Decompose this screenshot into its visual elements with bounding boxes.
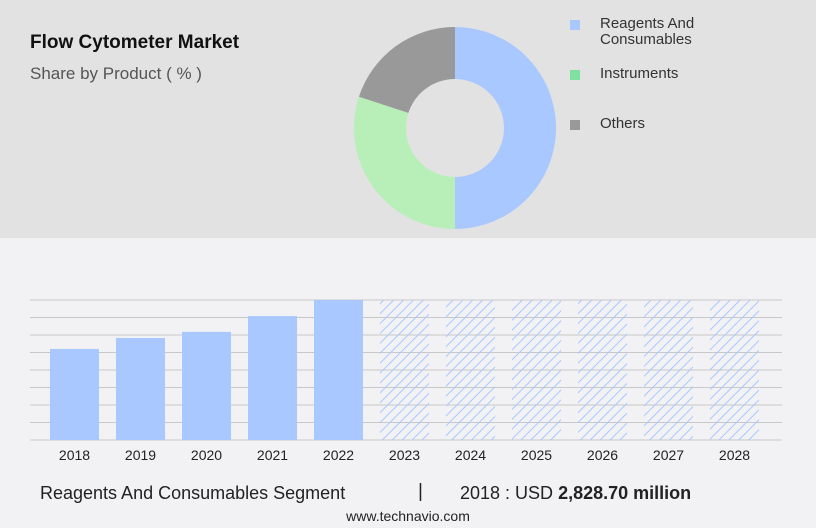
donut-slice-1 [353, 96, 455, 230]
bar-forecast-2027 [644, 300, 693, 440]
x-tick-label: 2019 [125, 447, 156, 463]
legend-label: Instruments [600, 65, 679, 82]
legend-label: Others [600, 115, 646, 132]
bar-2020 [182, 331, 231, 440]
bar-forecast-2025 [512, 300, 561, 440]
x-tick-label: 2028 [719, 447, 750, 463]
x-tick-label: 2025 [521, 447, 552, 463]
page-subtitle: Share by Product ( % ) [30, 64, 202, 83]
x-tick-label: 2018 [59, 447, 90, 463]
donut-slice-2 [358, 27, 455, 113]
x-tick-label: 2027 [653, 447, 684, 463]
bar-chart: 2018 2019 2020 2021 2022 2023 2024 2025 2026 2027… [30, 299, 782, 463]
bar-forecast-2023 [380, 300, 429, 440]
year-label: 2018 : USD [460, 483, 554, 503]
bar-forecast-2028 [710, 300, 759, 440]
donut-chart [353, 27, 556, 230]
legend: Reagents And Consumables Instruments Oth… [570, 16, 790, 146]
bar-forecast-2024 [446, 300, 495, 440]
x-tick-label: 2020 [191, 447, 222, 463]
bar-forecast-2026 [578, 300, 627, 440]
x-tick-label: 2021 [257, 447, 288, 463]
x-tick-label: 2023 [389, 447, 420, 463]
legend-item-others: Others [570, 116, 770, 150]
website-link[interactable]: www.technavio.com [346, 508, 470, 524]
x-tick-label: 2026 [587, 447, 618, 463]
legend-swatch [570, 70, 580, 80]
x-tick-label: 2022 [323, 447, 354, 463]
page-title: Flow Cytometer Market [30, 32, 240, 53]
legend-swatch [570, 20, 580, 30]
x-tick-label: 2024 [455, 447, 486, 463]
legend-item-instruments: Instruments [570, 66, 770, 100]
legend-swatch [570, 120, 580, 130]
bar-2019 [116, 337, 165, 440]
legend-item-reagents: Reagents And Consumables [570, 16, 770, 50]
segment-value: 2018 : USD 2,828.70 million [460, 483, 691, 504]
bar-2022 [314, 300, 363, 440]
legend-label: Reagents And Consumables [600, 15, 695, 48]
bar-2021 [248, 316, 297, 440]
separator: | [418, 481, 423, 502]
bar-2018 [50, 348, 99, 440]
segment-label: Reagents And Consumables Segment [40, 483, 346, 503]
donut-slice-0 [455, 27, 556, 229]
value-text: 2,828.70 million [558, 483, 692, 503]
